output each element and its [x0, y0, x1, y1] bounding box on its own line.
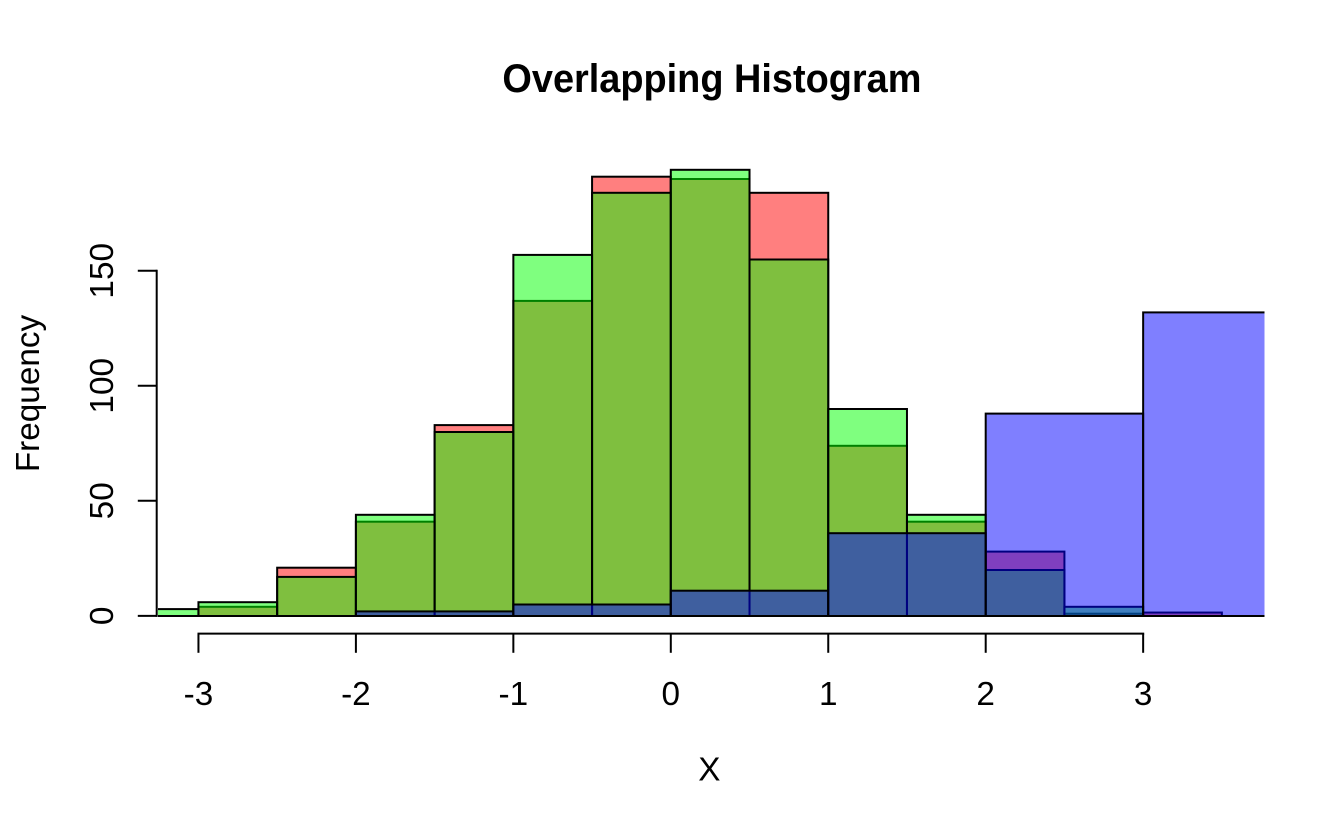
svg-text:2: 2 — [976, 676, 995, 713]
svg-text:0: 0 — [662, 676, 681, 713]
svg-text:0: 0 — [84, 607, 121, 626]
svg-text:100: 100 — [84, 358, 121, 414]
svg-text:1: 1 — [819, 676, 838, 713]
svg-text:3: 3 — [1134, 676, 1153, 713]
svg-text:-3: -3 — [184, 676, 214, 713]
svg-text:-2: -2 — [341, 676, 371, 713]
svg-text:150: 150 — [84, 243, 121, 299]
svg-text:Overlapping Histogram: Overlapping Histogram — [502, 57, 921, 101]
svg-text:50: 50 — [84, 482, 121, 519]
svg-text:Frequency: Frequency — [10, 314, 47, 472]
svg-text:X: X — [698, 752, 720, 789]
svg-text:-1: -1 — [499, 676, 529, 713]
